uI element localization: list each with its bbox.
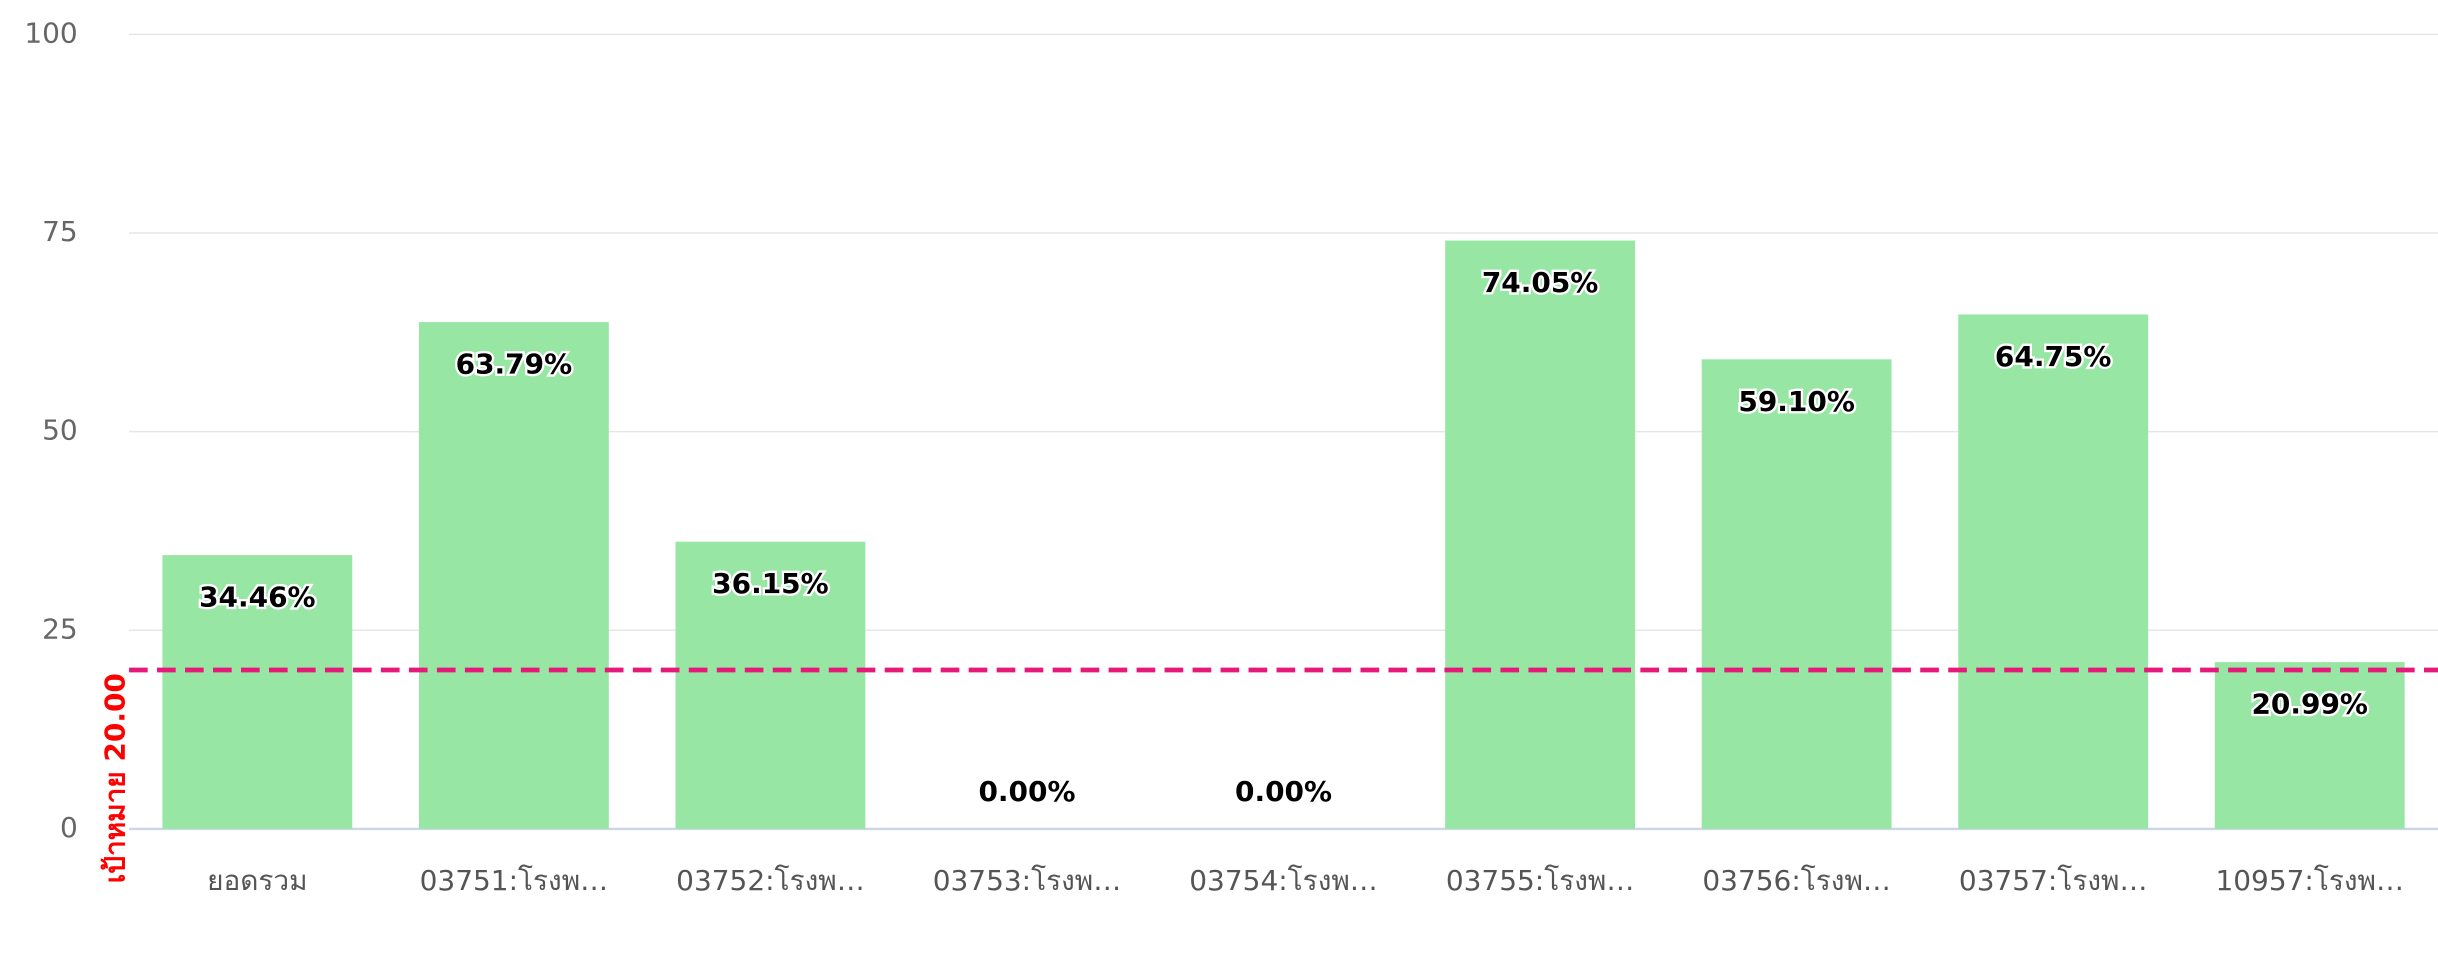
data-label: 59.10%: [1738, 385, 1855, 418]
x-tick-label: 03757:โรงพ…: [1959, 864, 2148, 897]
data-label: 36.15%: [712, 567, 829, 600]
data-label: 34.46%: [199, 581, 316, 614]
data-label: 0.00%: [978, 775, 1075, 808]
y-tick-label: 0: [60, 811, 78, 844]
x-tick-label: 03753:โรงพ…: [933, 864, 1122, 897]
bar: [162, 555, 353, 829]
bar: [675, 541, 866, 829]
x-tick-label: 10957:โรงพ…: [2215, 864, 2404, 897]
x-tick-label: 03755:โรงพ…: [1446, 864, 1635, 897]
x-tick-label: ยอดรวม: [207, 864, 308, 897]
x-tick-label: 03752:โรงพ…: [676, 864, 865, 897]
data-label: 0.00%: [1235, 775, 1332, 808]
x-tick-label: 03751:โรงพ…: [420, 864, 609, 897]
y-tick-label: 50: [42, 414, 78, 447]
bar: [2214, 662, 2405, 829]
bar: [418, 322, 609, 829]
bar: [1445, 240, 1635, 829]
y-tick-label: 75: [42, 215, 78, 248]
y-tick-label: 100: [24, 16, 77, 49]
data-label: 64.75%: [1995, 340, 2111, 373]
y-tick-label: 25: [42, 612, 78, 645]
x-tick-label: 03754:โรงพ…: [1189, 864, 1378, 897]
data-label: 20.99%: [2251, 688, 2368, 721]
x-tick-label: 03756:โรงพ…: [1702, 864, 1891, 897]
bar: [1958, 314, 2149, 829]
target-label: เป้าหมาย 20.00: [99, 673, 132, 883]
bar: [1701, 359, 1892, 829]
data-label: 63.79%: [456, 348, 573, 381]
data-label: 74.05%: [1482, 266, 1599, 299]
